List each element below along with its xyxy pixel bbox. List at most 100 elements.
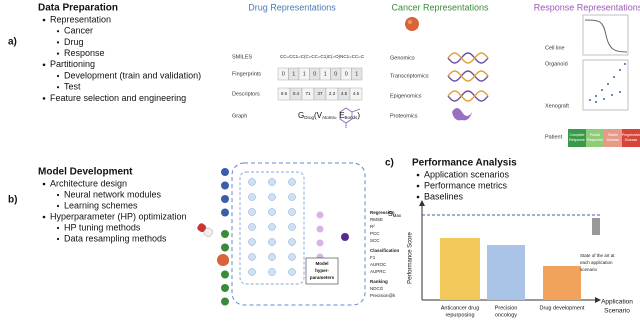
scenario-label: Anticancer drug [441, 305, 480, 311]
bullet [56, 74, 60, 78]
dna-icon [447, 90, 489, 102]
annotation: each application [580, 260, 613, 265]
max-label-part: S [388, 211, 393, 218]
descriptor-value: 4.5 [353, 91, 360, 96]
hidden-node [316, 211, 324, 219]
bullet-text: Hyperparameter (HP) optimization [50, 211, 187, 221]
scenario-bar [487, 245, 525, 300]
neuron [268, 178, 276, 186]
model-frame [231, 162, 366, 306]
tumor-icon [405, 17, 419, 31]
fingerprint-bit: 1 [303, 71, 306, 77]
neuron [248, 238, 256, 246]
input-node [221, 297, 229, 306]
patient-category-label: Progressive [622, 133, 640, 137]
section-title: Drug Representations [248, 2, 336, 12]
patient-category-label: Response [569, 138, 585, 142]
descriptor-value: 71 [305, 91, 311, 96]
metric-name: RMSE [370, 217, 383, 222]
descriptor-cell [349, 87, 363, 101]
bullet [416, 195, 420, 199]
bullet [42, 18, 46, 22]
network [221, 168, 349, 306]
dna-icon [447, 52, 489, 64]
tumor-icon [408, 20, 412, 24]
bullet [42, 182, 46, 186]
descriptor-value: 0.4 [293, 91, 300, 96]
neuron [248, 253, 256, 261]
patient-category [604, 129, 622, 147]
neuron [268, 193, 276, 201]
max-label-part: Max [393, 213, 402, 218]
model-label: Organoid [545, 61, 568, 67]
bullet-text: HP tuning methods [64, 222, 141, 232]
row-label: Graph [232, 113, 247, 119]
input-node [221, 195, 229, 203]
formula-part: , E [335, 111, 345, 120]
bullet [56, 52, 60, 55]
input-node [221, 168, 229, 176]
metric-name: R² [370, 224, 375, 229]
row-label: Descriptors [232, 91, 260, 97]
scenario-label: Precision [495, 305, 518, 311]
neuron [248, 208, 256, 216]
patient-category-label: Complete [570, 133, 585, 137]
neuron [288, 253, 296, 261]
neuron [288, 268, 296, 276]
max-label: SMax [388, 211, 402, 218]
fingerprint-bit: 1 [324, 71, 327, 77]
hidden-node [316, 225, 324, 233]
metric-name: AUPRC [370, 269, 387, 274]
section-title: Response Representations [534, 2, 640, 12]
annotation: scenario [580, 267, 598, 272]
fingerprint-bit: 1 [355, 71, 358, 77]
x-axis-label: Scenario [604, 308, 630, 315]
bullet-text: Data resampling methods [64, 233, 167, 243]
dna-icon [447, 90, 489, 102]
dna-icon [447, 52, 489, 64]
formula-part: ) [357, 111, 360, 120]
input-node [221, 270, 229, 279]
bullet-text: Baselines [424, 191, 464, 201]
bullet-text: Development (train and validation) [64, 70, 201, 80]
descriptor-value: 4.5 [341, 91, 348, 96]
neuron [248, 178, 256, 186]
fingerprint-bit: 0 [313, 71, 316, 77]
metric-name: SCC [370, 238, 380, 243]
neuron [248, 223, 256, 231]
bullet-text: Architecture design [50, 178, 127, 188]
patient-category-label: Partial [590, 133, 600, 137]
omics-label: Proteomics [390, 113, 418, 119]
dna-icon [447, 70, 489, 82]
panel-label: a) [8, 37, 17, 48]
omics-label: Epigenomics [390, 93, 422, 99]
section-title: Cancer Representations [391, 2, 489, 12]
bullet [42, 63, 46, 67]
neuron [288, 193, 296, 201]
graph-formula: GDrug(VAtoms, EBonds) [298, 111, 360, 120]
molecule-icon [339, 107, 361, 128]
metric-group: Regression [370, 210, 395, 215]
metric-name: AUROC [370, 262, 387, 267]
bullet-text: Test [64, 82, 81, 92]
input-node [221, 243, 229, 252]
bullet [56, 226, 60, 230]
dna-icon [447, 70, 489, 82]
bullet-text: Performance metrics [424, 180, 508, 190]
scenario-label: oncology [495, 312, 517, 318]
bullet [56, 86, 60, 89]
neuron [268, 238, 276, 246]
bullet [56, 193, 60, 197]
protein-icon [452, 108, 472, 121]
annotation: State of the art at [580, 253, 615, 258]
bullet-text: Neural network modules [64, 189, 162, 199]
neuron [268, 208, 276, 216]
hidden-node [316, 239, 324, 247]
omics-label: Genomics [390, 55, 415, 61]
bullet-text: Cancer [64, 26, 93, 36]
fingerprint-bit: 0 [334, 71, 337, 77]
metric-name: Precision@k [370, 293, 396, 298]
bullet-text: Drug [64, 37, 84, 47]
dose-curve [584, 19, 628, 53]
layer-frame [239, 171, 305, 285]
